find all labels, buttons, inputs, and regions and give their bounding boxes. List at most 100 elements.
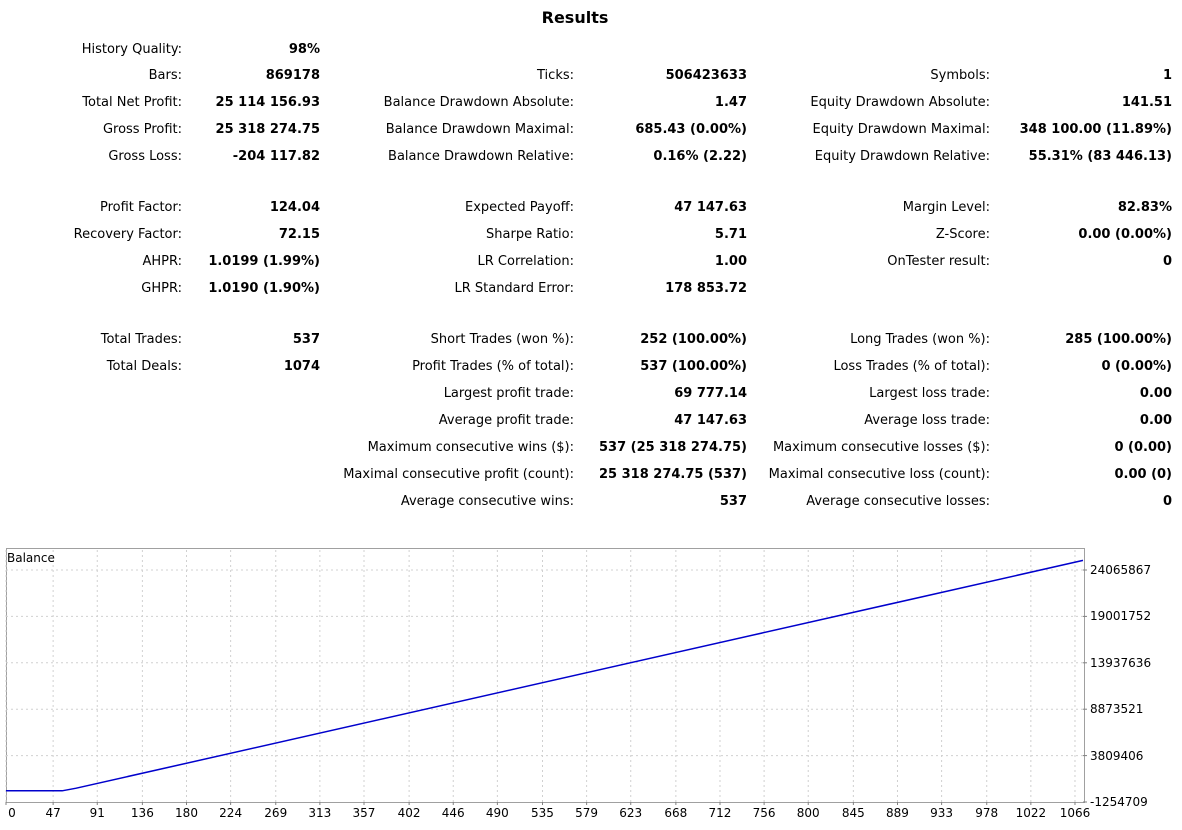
ontester-result-value: 0 <box>1162 254 1172 269</box>
profit-trades-value: 537 (100.00%) <box>640 359 747 374</box>
x-tick-label: 313 <box>308 806 332 820</box>
average-consecutive-wins-label: Average consecutive wins: <box>400 494 574 509</box>
equity-drawdown-absolute-value: 141.51 <box>1121 95 1172 110</box>
max-consecutive-wins-value: 537 (25 318 274.75) <box>599 440 747 455</box>
maximal-consecutive-loss-value: 0.00 (0) <box>1114 467 1172 482</box>
total-trades-value: 537 <box>292 332 320 347</box>
profit-factor-label: Profit Factor: <box>100 200 182 215</box>
history-quality-value: 98% <box>288 42 320 57</box>
lr-standard-error-value: 178 853.72 <box>665 281 747 296</box>
stats-grid: History Quality: 98% Bars: 869178 Total … <box>73 42 1172 509</box>
balance-drawdown-absolute-label: Balance Drawdown Absolute: <box>383 95 574 110</box>
results-title: Results <box>541 8 609 27</box>
balance-drawdown-maximal-label: Balance Drawdown Maximal: <box>385 122 574 137</box>
x-tick-label: 579 <box>575 806 599 820</box>
short-trades-value: 252 (100.00%) <box>640 332 747 347</box>
symbols-value: 1 <box>1162 68 1172 83</box>
chart-grid <box>5 550 1087 805</box>
balance-drawdown-relative-value: 0.16% (2.22) <box>653 149 747 164</box>
lr-standard-error-label: LR Standard Error: <box>454 281 574 296</box>
x-tick-label: 47 <box>45 806 61 820</box>
average-profit-trade-label: Average profit trade: <box>438 413 574 428</box>
x-tick-label: 889 <box>886 806 909 820</box>
balance-drawdown-relative-label: Balance Drawdown Relative: <box>388 149 574 164</box>
equity-drawdown-relative-value: 55.31% (83 446.13) <box>1028 149 1172 164</box>
ticks-value: 506423633 <box>665 68 747 83</box>
x-tick-label: 535 <box>531 806 554 820</box>
y-tick-label: -1254709 <box>1090 795 1148 809</box>
expected-payoff-value: 47 147.63 <box>674 200 747 215</box>
x-tick-label: 668 <box>664 806 688 820</box>
x-tick-label: 756 <box>752 806 776 820</box>
x-tick-label: 269 <box>264 806 288 820</box>
total-net-profit-label: Total Net Profit: <box>82 95 182 110</box>
average-loss-trade-label: Average loss trade: <box>864 413 990 428</box>
lr-correlation-label: LR Correlation: <box>477 254 574 269</box>
short-trades-label: Short Trades (won %): <box>430 332 574 347</box>
long-trades-label: Long Trades (won %): <box>850 332 990 347</box>
largest-loss-trade-label: Largest loss trade: <box>869 386 990 401</box>
gross-loss-label: Gross Loss: <box>108 149 182 164</box>
largest-loss-trade-value: 0.00 <box>1139 386 1172 401</box>
ahpr-value: 1.0199 (1.99%) <box>208 254 320 269</box>
bars-value: 869178 <box>265 68 320 83</box>
balance-chart-frame <box>6 548 1085 803</box>
x-tick-label: 978 <box>975 806 999 820</box>
x-tick-label: 446 <box>441 806 465 820</box>
ontester-result-label: OnTester result: <box>887 254 990 269</box>
maximal-consecutive-profit-label: Maximal consecutive profit (count): <box>343 467 574 482</box>
max-consecutive-losses-value: 0 (0.00) <box>1114 440 1172 455</box>
margin-level-label: Margin Level: <box>902 200 990 215</box>
maximal-consecutive-profit-value: 25 318 274.75 (537) <box>599 467 747 482</box>
margin-level-value: 82.83% <box>1117 200 1172 215</box>
equity-drawdown-absolute-label: Equity Drawdown Absolute: <box>810 95 990 110</box>
ghpr-label: GHPR: <box>141 281 182 296</box>
ghpr-value: 1.0190 (1.90%) <box>208 281 320 296</box>
x-tick-label: 402 <box>397 806 421 820</box>
chart-series <box>6 559 1084 792</box>
maximal-consecutive-loss-label: Maximal consecutive loss (count): <box>768 467 990 482</box>
long-trades-value: 285 (100.00%) <box>1065 332 1172 347</box>
x-tick-label: 490 <box>485 806 509 820</box>
equity-drawdown-maximal-label: Equity Drawdown Maximal: <box>812 122 990 137</box>
max-consecutive-losses-label: Maximum consecutive losses ($): <box>772 440 990 455</box>
x-tick-label: 224 <box>219 806 243 820</box>
x-tick-label: 623 <box>619 806 643 820</box>
balance-series-line <box>6 559 1084 792</box>
x-tick-label: 180 <box>175 806 198 820</box>
max-consecutive-wins-label: Maximum consecutive wins ($): <box>367 440 574 455</box>
largest-profit-trade-value: 69 777.14 <box>674 386 747 401</box>
recovery-factor-label: Recovery Factor: <box>73 227 182 242</box>
x-tick-label: 712 <box>708 806 732 820</box>
x-tick-label: 845 <box>841 806 865 820</box>
profit-factor-value: 124.04 <box>269 200 320 215</box>
x-tick-label: 1022 <box>1015 806 1047 820</box>
ticks-label: Ticks: <box>537 68 574 83</box>
total-deals-label: Total Deals: <box>106 359 182 374</box>
bars-label: Bars: <box>148 68 182 83</box>
history-quality-label: History Quality: <box>81 42 182 57</box>
lr-correlation-value: 1.00 <box>714 254 747 269</box>
chart-title: Balance <box>7 551 55 565</box>
x-tick-label: 91 <box>89 806 105 820</box>
largest-profit-trade-label: Largest profit trade: <box>443 386 574 401</box>
gross-loss-value: -204 117.82 <box>232 149 320 164</box>
average-consecutive-losses-label: Average consecutive losses: <box>806 494 990 509</box>
x-tick-label: 136 <box>130 806 154 820</box>
gross-profit-value: 25 318 274.75 <box>215 122 320 137</box>
average-profit-trade-value: 47 147.63 <box>674 413 747 428</box>
x-tick-label: 0 <box>8 806 16 820</box>
gross-profit-label: Gross Profit: <box>102 122 182 137</box>
total-net-profit-value: 25 114 156.93 <box>215 95 320 110</box>
y-tick-label: 13937636 <box>1090 655 1152 670</box>
balance-drawdown-maximal-value: 685.43 (0.00%) <box>635 122 747 137</box>
total-deals-value: 1074 <box>283 359 320 374</box>
x-tick-label: 933 <box>930 806 954 820</box>
ahpr-label: AHPR: <box>142 254 182 269</box>
loss-trades-value: 0 (0.00%) <box>1101 359 1172 374</box>
average-loss-trade-value: 0.00 <box>1139 413 1172 428</box>
x-tick-label: 800 <box>796 806 820 820</box>
sharpe-ratio-value: 5.71 <box>714 227 747 242</box>
average-consecutive-losses-value: 0 <box>1162 494 1172 509</box>
z-score-label: Z-Score: <box>935 227 990 242</box>
